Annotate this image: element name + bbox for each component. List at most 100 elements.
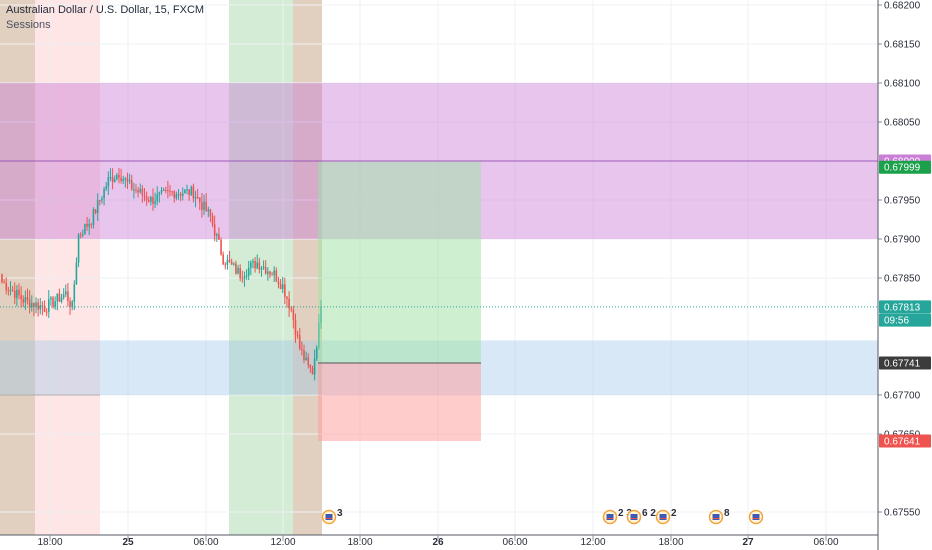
candle-body[interactable]: [269, 271, 271, 275]
candle-body[interactable]: [62, 294, 65, 298]
candle-body[interactable]: [124, 178, 127, 180]
candle-body[interactable]: [190, 186, 193, 196]
candle-body[interactable]: [92, 209, 95, 225]
candle-body[interactable]: [90, 223, 93, 225]
candle-body[interactable]: [147, 200, 150, 202]
candle-body[interactable]: [258, 262, 261, 270]
candle-body[interactable]: [247, 267, 250, 276]
candle-body[interactable]: [135, 189, 137, 191]
candle-body[interactable]: [296, 334, 299, 336]
candle-body[interactable]: [96, 200, 99, 214]
candle-body[interactable]: [233, 263, 235, 265]
candle-body[interactable]: [164, 189, 167, 191]
candle-body[interactable]: [250, 262, 252, 268]
candle-body[interactable]: [18, 289, 20, 296]
candle-body[interactable]: [198, 197, 201, 203]
price-tag[interactable]: [879, 300, 931, 314]
candle-body[interactable]: [116, 174, 118, 180]
candle-body[interactable]: [301, 348, 303, 351]
candle-body[interactable]: [292, 309, 295, 321]
candle-body[interactable]: [311, 367, 314, 375]
indicator-label[interactable]: Sessions: [6, 19, 51, 31]
price-tag[interactable]: [879, 313, 931, 327]
candle-body[interactable]: [237, 268, 239, 274]
candle-body[interactable]: [3, 282, 5, 284]
candle-body[interactable]: [201, 202, 203, 210]
candle-body[interactable]: [137, 190, 139, 193]
candle-body[interactable]: [75, 262, 78, 285]
candle-body[interactable]: [139, 188, 142, 193]
candle-body[interactable]: [58, 293, 61, 302]
candle-body[interactable]: [109, 177, 112, 179]
candle-body[interactable]: [156, 194, 159, 202]
candle-body[interactable]: [33, 302, 35, 308]
candle-body[interactable]: [315, 347, 318, 359]
candle-body[interactable]: [133, 189, 135, 191]
candle-body[interactable]: [56, 293, 59, 302]
candle-body[interactable]: [101, 198, 103, 201]
candle-body[interactable]: [99, 200, 101, 202]
candle-body[interactable]: [141, 188, 144, 195]
candle-body[interactable]: [203, 201, 205, 210]
candle-body[interactable]: [267, 271, 269, 274]
candle-body[interactable]: [162, 189, 165, 191]
candle-body[interactable]: [103, 188, 105, 199]
candle-body[interactable]: [67, 291, 69, 302]
candle-body[interactable]: [13, 290, 16, 298]
candle-body[interactable]: [24, 297, 27, 303]
candle-body[interactable]: [305, 357, 307, 360]
candle-body[interactable]: [209, 209, 212, 217]
candle-body[interactable]: [239, 268, 241, 279]
candle-body[interactable]: [286, 296, 288, 299]
candle-body[interactable]: [264, 266, 267, 274]
candle-body[interactable]: [235, 263, 237, 274]
candle-body[interactable]: [194, 197, 197, 199]
candle-body[interactable]: [290, 308, 293, 310]
candle-body[interactable]: [50, 297, 52, 300]
candle-body[interactable]: [284, 284, 286, 297]
candle-body[interactable]: [16, 289, 18, 298]
candle-body[interactable]: [11, 289, 14, 291]
candle-body[interactable]: [154, 201, 156, 204]
candle-body[interactable]: [298, 335, 301, 349]
candle-body[interactable]: [113, 179, 116, 182]
candle-body[interactable]: [313, 358, 316, 375]
candle-body[interactable]: [145, 196, 148, 201]
candle-body[interactable]: [226, 259, 229, 265]
candle-body[interactable]: [79, 234, 82, 236]
candle-body[interactable]: [188, 189, 190, 196]
candle-body[interactable]: [207, 209, 210, 212]
candle-body[interactable]: [107, 177, 110, 187]
candle-body[interactable]: [143, 194, 146, 197]
candle-body[interactable]: [60, 297, 63, 302]
candle-body[interactable]: [288, 298, 290, 309]
candle-body[interactable]: [94, 209, 97, 214]
candle-body[interactable]: [88, 223, 90, 227]
candle-body[interactable]: [307, 357, 310, 365]
candle-body[interactable]: [175, 194, 178, 199]
candle-body[interactable]: [211, 216, 214, 225]
candle-body[interactable]: [77, 234, 80, 263]
candle-body[interactable]: [43, 307, 46, 312]
candle-body[interactable]: [181, 193, 184, 196]
candle-body[interactable]: [86, 223, 88, 227]
candle-body[interactable]: [20, 295, 22, 300]
candle-body[interactable]: [218, 234, 220, 240]
candle-body[interactable]: [118, 174, 120, 178]
candle-body[interactable]: [281, 284, 284, 290]
candle-body[interactable]: [122, 179, 125, 181]
price-tag[interactable]: [879, 356, 931, 370]
candle-body[interactable]: [252, 261, 254, 263]
candle-body[interactable]: [215, 234, 218, 236]
candle-body[interactable]: [35, 302, 37, 308]
position-loss-zone[interactable]: [318, 363, 481, 442]
candle-body[interactable]: [130, 180, 133, 190]
candle-body[interactable]: [37, 302, 39, 310]
candle-body[interactable]: [73, 284, 76, 302]
position-profit-zone[interactable]: [318, 161, 481, 364]
candle-body[interactable]: [256, 262, 258, 269]
candle-body[interactable]: [65, 291, 67, 295]
candle-body[interactable]: [309, 364, 312, 368]
candle-body[interactable]: [9, 289, 12, 291]
candle-body[interactable]: [205, 201, 207, 212]
